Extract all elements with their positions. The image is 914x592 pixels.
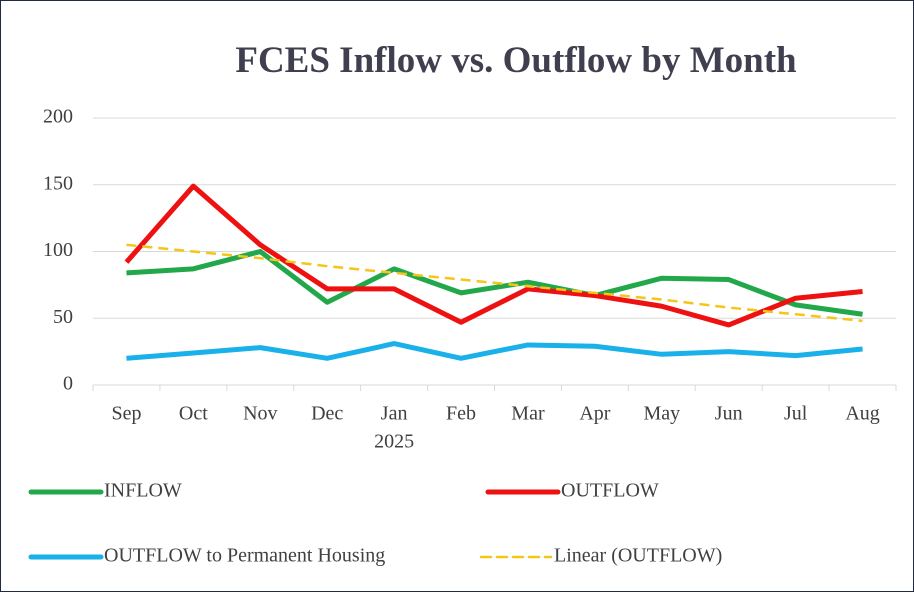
x-tick-label: May <box>643 403 680 425</box>
legend-label: OUTFLOW to Permanent Housing <box>104 545 385 567</box>
x-tick-label: Apr <box>579 403 610 425</box>
x-tick-label: Dec <box>311 403 343 425</box>
y-tick-label: 200 <box>43 106 73 128</box>
x-tick-label: Sep <box>111 403 141 425</box>
x-tick-label: Jun <box>715 403 743 425</box>
x-tick-label: Mar <box>511 403 545 425</box>
x-tick-label: Aug <box>845 403 879 425</box>
x-tick-label: Jan <box>381 403 408 425</box>
legend-label: OUTFLOW <box>561 480 659 502</box>
x-group-label: 2025 <box>374 431 414 453</box>
x-tick-label: Nov <box>243 403 277 425</box>
y-tick-label: 100 <box>43 239 73 261</box>
legend-label: INFLOW <box>104 480 182 502</box>
legend-label: Linear (OUTFLOW) <box>554 545 722 567</box>
y-tick-label: 0 <box>63 373 73 395</box>
chart-title: FCES Inflow vs. Outflow by Month <box>235 40 797 81</box>
series-line <box>126 243 863 323</box>
y-tick-label: 50 <box>53 306 73 328</box>
series-line <box>126 341 863 361</box>
series-line <box>124 183 863 328</box>
series-line <box>126 249 863 317</box>
x-tick-label: Jul <box>784 403 808 425</box>
y-tick-label: 150 <box>43 172 73 194</box>
x-tick-label: Feb <box>446 403 476 425</box>
x-tick-label: Oct <box>179 403 208 425</box>
